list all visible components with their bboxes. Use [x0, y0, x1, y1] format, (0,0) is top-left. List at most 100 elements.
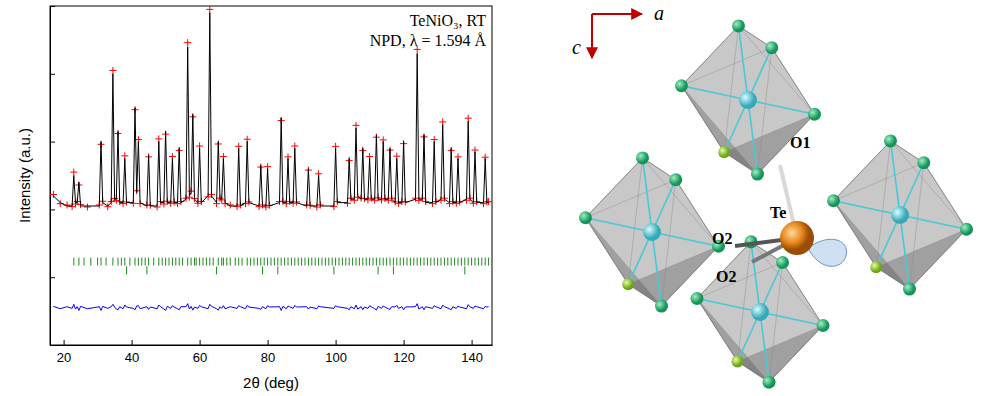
- reflection-tick: [124, 258, 125, 266]
- octahedron-edge: [739, 26, 815, 114]
- x-tick-mark: [268, 340, 269, 345]
- x-tick-label: 40: [125, 350, 139, 365]
- octahedron-edge: [697, 299, 769, 383]
- reflection-tick: [126, 266, 127, 274]
- o-atom: [960, 223, 973, 236]
- y-axis: [50, 7, 55, 346]
- octahedron-edge: [769, 263, 783, 383]
- reflection-tick: [420, 258, 421, 266]
- reflection-tick: [90, 258, 91, 266]
- y-tick-mark: [50, 6, 55, 7]
- reflection-tick: [138, 258, 139, 266]
- octahedron-face: [834, 141, 967, 289]
- reflection-tick: [264, 258, 265, 266]
- reflection-tick: [471, 258, 472, 266]
- x-tick-label: 60: [193, 350, 207, 365]
- reflection-tick: [464, 266, 465, 274]
- axis-arrow: [592, 13, 642, 15]
- reflection-tick: [187, 258, 188, 266]
- reflection-tick: [112, 258, 113, 266]
- x-tick-label: 140: [461, 350, 483, 365]
- reflection-tick: [165, 258, 166, 266]
- reflection-tick: [485, 258, 486, 266]
- reflection-tick: [430, 258, 431, 266]
- reflection-tick: [424, 258, 425, 266]
- octahedron: [691, 235, 830, 388]
- o-atom: [917, 156, 930, 169]
- reflection-tick: [221, 258, 222, 266]
- ni-atom: [891, 206, 909, 224]
- o-atom: [808, 108, 821, 121]
- reflection-tick: [218, 258, 219, 266]
- reflection-tick: [417, 258, 418, 266]
- reflection-tick: [226, 258, 227, 266]
- reflection-tick: [118, 258, 119, 266]
- reflection-tick: [78, 258, 79, 266]
- reflection-tick: [291, 258, 292, 266]
- o-atom: [579, 211, 592, 224]
- reflection-tick: [242, 258, 243, 266]
- atom-label: Te: [770, 204, 786, 221]
- reflection-tick: [209, 258, 210, 266]
- reflection-tick: [206, 258, 207, 266]
- plot-frame: [50, 6, 492, 345]
- reflection-tick: [332, 258, 333, 266]
- octahedron-edge: [876, 141, 890, 267]
- reflection-tick: [172, 258, 173, 266]
- reflection-tick: [101, 258, 102, 266]
- reflection-tick: [383, 258, 384, 266]
- reflection-tick: [468, 258, 469, 266]
- ni-o-bond: [697, 299, 760, 313]
- reflection-tick: [366, 258, 367, 266]
- octahedron-face: [697, 242, 823, 382]
- reflection-row: [127, 266, 465, 274]
- x-tick: 60: [193, 340, 207, 365]
- reflection-tick: [458, 258, 459, 266]
- y-tick: [50, 142, 55, 143]
- reflection-tick: [390, 258, 391, 266]
- reflection-tick: [396, 258, 397, 266]
- reflection-tick: [153, 258, 154, 266]
- reflection-tick: [254, 258, 255, 266]
- o-atom: [751, 168, 764, 181]
- reflection-tick: [349, 258, 350, 266]
- reflection-tick: [194, 258, 195, 266]
- ni-o-bond: [748, 100, 758, 174]
- octahedron-edge: [643, 158, 719, 246]
- reflection-tick: [223, 258, 224, 266]
- reflection-tick: [135, 258, 136, 266]
- series-markers: [50, 6, 492, 211]
- octahedron-face: [586, 158, 719, 306]
- x-tick: 40: [125, 340, 139, 365]
- reflection-tick: [179, 258, 180, 266]
- o-atom: [622, 278, 634, 290]
- octahedron-edge: [586, 180, 676, 218]
- o-atom: [675, 79, 688, 92]
- reflection-tick: [333, 266, 334, 274]
- reflection-tick: [488, 258, 489, 266]
- reflection-tick: [475, 258, 476, 266]
- x-tick: 20: [57, 340, 71, 365]
- octahedron-edge: [682, 26, 739, 86]
- reflection-tick: [106, 258, 107, 266]
- reflection-tick: [250, 258, 251, 266]
- annotation: NPD, λ = 1.594 Å: [370, 32, 487, 49]
- reflection-tick: [235, 258, 236, 266]
- octahedron-edge: [769, 326, 823, 383]
- ni-atom: [751, 303, 769, 321]
- ni-o-bond: [652, 232, 719, 246]
- reflection-tick: [342, 258, 343, 266]
- reflection-tick: [451, 258, 452, 266]
- x-tick: 140: [461, 340, 483, 365]
- o-atom: [669, 173, 682, 186]
- ni-o-bond: [760, 312, 823, 326]
- reflection-tick: [393, 266, 394, 274]
- reflection-tick: [461, 258, 462, 266]
- o-atom: [765, 41, 778, 54]
- reflection-tick: [444, 258, 445, 266]
- o-atom: [903, 283, 916, 296]
- ni-o-bond: [652, 232, 662, 306]
- reflection-tick: [148, 258, 149, 266]
- octahedron-edge: [682, 86, 758, 174]
- octahedron-edge: [662, 180, 676, 306]
